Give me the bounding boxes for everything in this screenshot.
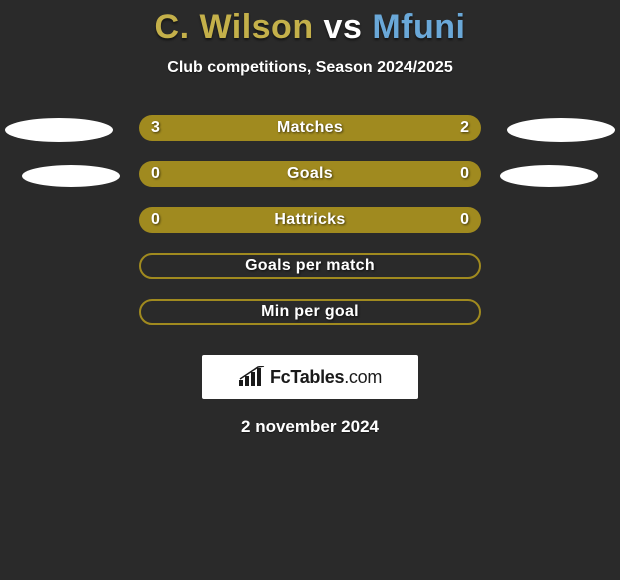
- stat-row: Min per goal: [0, 299, 620, 345]
- stat-label: Goals: [287, 165, 333, 183]
- bars-icon: [238, 366, 266, 388]
- stats-list: 3 Matches 2 0 Goals 0 0 Hattricks 0: [0, 115, 620, 345]
- logo: FcTables.com: [238, 366, 382, 388]
- stat-row: 0 Goals 0: [0, 161, 620, 207]
- stat-pill-goals: 0 Goals 0: [139, 161, 481, 187]
- subtitle: Club competitions, Season 2024/2025: [0, 59, 620, 77]
- ellipse-left: [5, 118, 113, 142]
- stat-label: Matches: [277, 119, 343, 137]
- logo-text: FcTables.com: [270, 367, 382, 388]
- stat-label: Min per goal: [261, 303, 359, 321]
- comparison-card: C. Wilson vs Mfuni Club competitions, Se…: [0, 0, 620, 580]
- stat-value-left: 0: [151, 165, 160, 183]
- stat-value-right: 0: [460, 211, 469, 229]
- stat-pill-goals-per-match: Goals per match: [139, 253, 481, 279]
- stat-value-left: 3: [151, 119, 160, 137]
- stat-value-left: 0: [151, 211, 160, 229]
- title-player1: C. Wilson: [155, 8, 314, 46]
- title-player2: Mfuni: [372, 8, 465, 46]
- stat-row: 3 Matches 2: [0, 115, 620, 161]
- stat-pill-matches: 3 Matches 2: [139, 115, 481, 141]
- stat-row: Goals per match: [0, 253, 620, 299]
- date-label: 2 november 2024: [0, 417, 620, 437]
- logo-suffix: .com: [344, 367, 382, 387]
- stat-label: Hattricks: [274, 211, 345, 229]
- stat-row: 0 Hattricks 0: [0, 207, 620, 253]
- ellipse-right: [500, 165, 598, 187]
- stat-label: Goals per match: [245, 257, 375, 275]
- stat-pill-hattricks: 0 Hattricks 0: [139, 207, 481, 233]
- stat-pill-min-per-goal: Min per goal: [139, 299, 481, 325]
- ellipse-left: [22, 165, 120, 187]
- title-vs: vs: [324, 8, 363, 46]
- stat-value-right: 2: [460, 119, 469, 137]
- logo-brand: FcTables: [270, 367, 344, 387]
- page-title: C. Wilson vs Mfuni: [0, 8, 620, 47]
- stat-value-right: 0: [460, 165, 469, 183]
- logo-box[interactable]: FcTables.com: [202, 355, 418, 399]
- ellipse-right: [507, 118, 615, 142]
